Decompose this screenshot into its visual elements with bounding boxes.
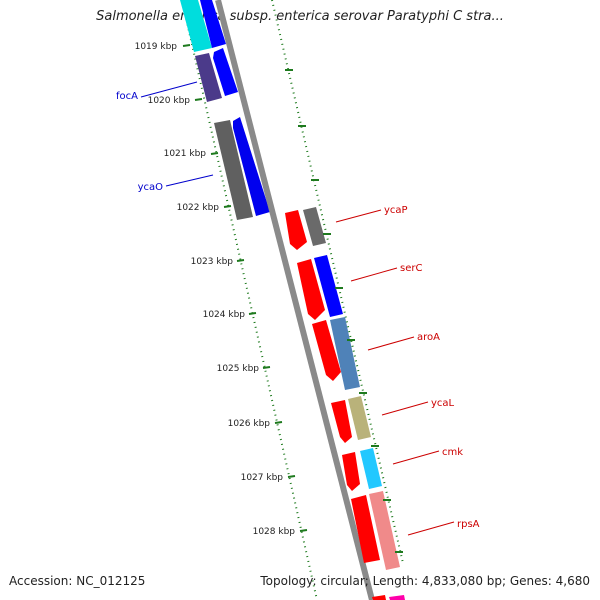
gene-serC-blue[interactable] <box>314 255 343 317</box>
tick-label: 1021 kbp <box>164 149 207 159</box>
tick-label: 1025 kbp <box>217 364 260 374</box>
gene-bottom-red[interactable] <box>372 595 386 600</box>
left-gene-labels: focA ycaO <box>116 81 214 193</box>
gene-focA-navy[interactable] <box>195 53 222 102</box>
tick-label: 1028 kbp <box>253 527 296 537</box>
gene-label-focA[interactable]: focA <box>116 91 138 102</box>
gene-serC-red[interactable] <box>297 259 325 320</box>
gene-label-ycaP[interactable]: ycaP <box>384 205 408 216</box>
tick-label: 1023 kbp <box>191 257 234 267</box>
gene-rpsA-salmon[interactable] <box>369 491 400 570</box>
genome-summary-text: Topology: circular; Length: 4,833,080 bp… <box>260 574 590 588</box>
gene-label-rpsA[interactable]: rpsA <box>457 519 480 530</box>
gene-blue-top[interactable] <box>200 0 226 48</box>
gene-label-ycaL[interactable]: ycaL <box>431 398 455 409</box>
gene-ycaP-gray[interactable] <box>303 207 326 246</box>
backbone <box>215 0 375 600</box>
accession-text: Accession: NC_012125 <box>9 574 146 588</box>
tick-label: 1022 kbp <box>177 203 220 213</box>
inner-ticks <box>182 44 308 532</box>
tick-label: 1020 kbp <box>148 96 191 106</box>
outer-ticks <box>285 69 403 553</box>
tick-labels: 1019 kbp 1020 kbp 1021 kbp 1022 kbp 1023… <box>135 42 296 537</box>
tick-label: 1024 kbp <box>203 310 246 320</box>
gene-ycaO-blue[interactable] <box>233 117 270 216</box>
gene-cyan-top[interactable] <box>180 0 212 52</box>
reverse-strand-features <box>180 0 270 220</box>
gene-aroA-red[interactable] <box>312 320 341 381</box>
gene-label-aroA[interactable]: aroA <box>417 332 440 343</box>
gene-label-serC[interactable]: serC <box>400 263 422 274</box>
gene-focA-blue[interactable] <box>213 48 238 96</box>
gene-aroA-steel[interactable] <box>330 317 360 390</box>
gene-bottom-magenta[interactable] <box>389 595 405 600</box>
gene-ycaL-khaki[interactable] <box>348 396 371 440</box>
gene-ycaL-red[interactable] <box>331 400 352 443</box>
gene-ycaP-red[interactable] <box>285 210 307 250</box>
right-gene-labels: ycaP serC aroA ycaL cmk rpsA <box>335 205 480 536</box>
tick-label: 1026 kbp <box>228 419 271 429</box>
gene-label-ycaO[interactable]: ycaO <box>138 182 164 193</box>
gene-ycaO-gray[interactable] <box>214 120 253 220</box>
forward-strand-features <box>285 207 405 600</box>
gene-label-cmk[interactable]: cmk <box>442 447 463 458</box>
gene-rpsA-red[interactable] <box>351 495 380 563</box>
tick-label: 1019 kbp <box>135 42 178 52</box>
gene-cmk-sky[interactable] <box>360 448 382 489</box>
gene-cmk-red[interactable] <box>342 452 360 491</box>
tick-label: 1027 kbp <box>241 473 284 483</box>
